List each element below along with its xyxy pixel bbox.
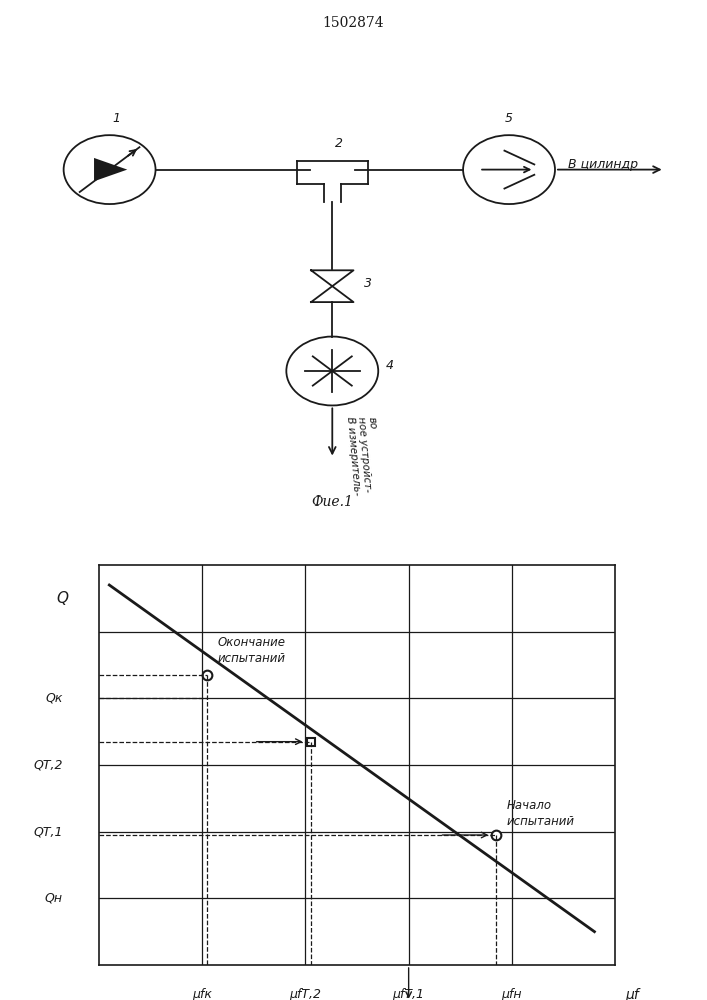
Text: во: во [366,416,378,429]
Text: Окончание
испытаний: Окончание испытаний [218,636,286,665]
Text: Qк: Qк [45,692,63,705]
Text: μfн: μfн [502,988,522,1000]
Text: μfТ,2: μfТ,2 [289,988,322,1000]
Text: 1502874: 1502874 [322,16,385,30]
Text: 5: 5 [505,112,513,125]
Text: В цилиндр: В цилиндр [568,158,638,171]
Text: Q: Q [57,591,69,606]
Text: 4: 4 [385,359,393,372]
Text: 2: 2 [335,137,344,150]
Text: 3: 3 [364,277,372,290]
Text: ное устройст-: ное устройст- [356,416,372,493]
Text: QТ,1: QТ,1 [33,825,63,838]
Text: μf: μf [626,988,639,1000]
Text: QТ,2: QТ,2 [33,758,63,772]
Text: В измеритель-: В измеритель- [345,416,362,496]
Text: μfк: μfк [192,988,212,1000]
Text: 1: 1 [112,112,121,125]
Text: Начало
испытаний: Начало испытаний [507,799,575,828]
Text: Фие.1: Фие.1 [311,495,354,509]
Text: μfТ,1: μfТ,1 [392,988,425,1000]
Polygon shape [94,158,127,181]
Text: Qн: Qн [45,892,63,905]
